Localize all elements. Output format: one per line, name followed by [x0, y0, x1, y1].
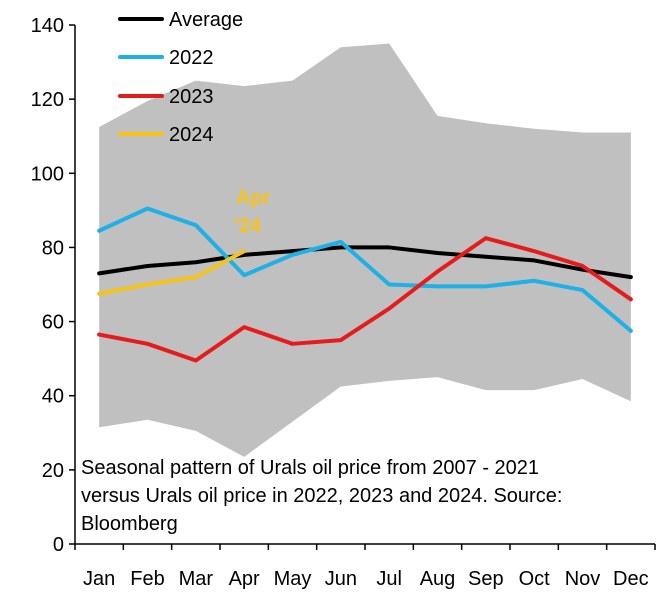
- min-max-band: [99, 43, 631, 457]
- y-tick-label: 0: [53, 534, 64, 556]
- apr-24-annotation: Apr '24: [234, 187, 271, 237]
- data-point-2023-mar: [194, 358, 198, 363]
- x-tick-label: Aug: [420, 568, 456, 590]
- y-tick-label: 40: [42, 386, 64, 408]
- source-note: Seasonal pattern of Urals oil price from…: [81, 457, 562, 535]
- data-point-average-oct: [532, 258, 536, 263]
- data-point-2022-jun: [339, 240, 343, 244]
- data-point-2022-jul: [387, 282, 391, 287]
- data-point-average-jul: [387, 245, 391, 250]
- series-lines: [97, 206, 633, 363]
- data-point-2022-dec: [629, 329, 633, 333]
- data-point-average-mar: [194, 260, 198, 265]
- annotation-line-2: '24: [234, 215, 262, 237]
- min-max-band-area: [99, 43, 631, 457]
- data-point-2023-jun: [339, 338, 343, 342]
- data-point-2022-nov: [580, 288, 585, 292]
- series-average: [97, 245, 633, 280]
- y-tick-label: 60: [42, 312, 64, 334]
- data-point-2023-may: [290, 342, 295, 346]
- x-tick-label: Jan: [83, 568, 115, 590]
- data-point-2023-jul: [387, 306, 391, 311]
- y-ticks: 0 20 40 60 80 100 120 140: [31, 15, 75, 556]
- data-point-2024-jan: [97, 291, 101, 296]
- x-tick-label: Dec: [613, 568, 649, 590]
- data-point-average-apr: [242, 253, 246, 257]
- source-note-line-2: versus Urals oil price in 2022, 2023 and…: [81, 485, 562, 507]
- annotation-line-1: Apr: [236, 187, 271, 209]
- data-point-2023-apr: [242, 325, 246, 329]
- data-point-average-may: [290, 249, 295, 253]
- x-tick-label: Jun: [325, 568, 357, 590]
- x-tick-label: Sep: [468, 568, 504, 590]
- legend: Average 2022 2023 2024: [118, 9, 243, 146]
- data-point-2023-jan: [97, 332, 101, 337]
- data-point-2022-mar: [194, 223, 198, 227]
- x-ticks: Jan Feb Mar Apr May Jun Jul Aug Sep Oct Nov Dec: [74, 544, 656, 590]
- legend-item-2022: 2022: [118, 47, 214, 69]
- legend-label-2023: 2023: [169, 86, 214, 108]
- data-point-2023-dec: [629, 297, 633, 302]
- source-note-line-3: Bloomberg: [81, 513, 178, 535]
- band-max-label: Max from 2007-21: [437, 87, 597, 108]
- y-tick-label: 120: [31, 89, 64, 111]
- legend-item-average: Average: [118, 9, 243, 31]
- x-tick-label: Mar: [179, 568, 214, 590]
- data-point-2023-sep: [484, 236, 488, 240]
- y-tick-label: 100: [31, 163, 64, 185]
- y-tick-label: 140: [31, 15, 64, 37]
- x-tick-label: Oct: [519, 568, 551, 590]
- x-tick-label: Apr: [229, 568, 260, 590]
- data-point-average-aug: [435, 251, 440, 255]
- source-note-line-1: Seasonal pattern of Urals oil price from…: [81, 457, 539, 479]
- data-point-2023-feb: [145, 342, 150, 346]
- data-point-2022-may: [290, 253, 295, 257]
- data-point-2024-feb: [145, 282, 150, 287]
- data-point-2024-apr: [242, 249, 246, 253]
- series-line-average: [97, 245, 633, 280]
- data-point-2023-oct: [532, 249, 536, 253]
- data-point-2023-aug: [435, 269, 440, 274]
- data-point-2022-feb: [145, 206, 150, 211]
- series-line-2024: [97, 249, 247, 296]
- x-tick-label: Jul: [376, 568, 402, 590]
- x-tick-label: May: [274, 568, 312, 590]
- x-tick-label: Nov: [565, 568, 601, 590]
- data-point-2022-apr: [242, 273, 246, 278]
- data-point-2022-jan: [97, 228, 101, 233]
- data-point-average-dec: [629, 275, 633, 279]
- data-point-2022-oct: [532, 278, 536, 283]
- y-tick-label: 80: [42, 237, 64, 259]
- series-2022: [97, 206, 633, 333]
- data-point-average-jun: [339, 245, 343, 250]
- series-2023: [97, 236, 633, 363]
- legend-item-2023: 2023: [118, 86, 214, 108]
- data-point-2022-sep: [484, 284, 488, 289]
- y-tick-label: 20: [42, 460, 64, 482]
- legend-label-2024: 2024: [169, 124, 214, 146]
- series-line-2023: [97, 236, 633, 363]
- data-point-average-feb: [145, 264, 150, 268]
- data-point-2023-nov: [580, 264, 585, 268]
- series-2024: [97, 249, 247, 296]
- data-point-2024-mar: [194, 275, 198, 279]
- series-line-2022: [97, 206, 633, 333]
- data-point-average-jan: [97, 271, 101, 276]
- band-min-label: Min from 2007-21: [437, 426, 593, 447]
- data-point-average-sep: [484, 254, 488, 259]
- legend-label-average: Average: [169, 9, 243, 31]
- data-point-2022-aug: [435, 284, 440, 289]
- x-tick-label: Feb: [130, 568, 164, 590]
- legend-item-2024: 2024: [118, 124, 214, 146]
- legend-label-2022: 2022: [169, 47, 214, 69]
